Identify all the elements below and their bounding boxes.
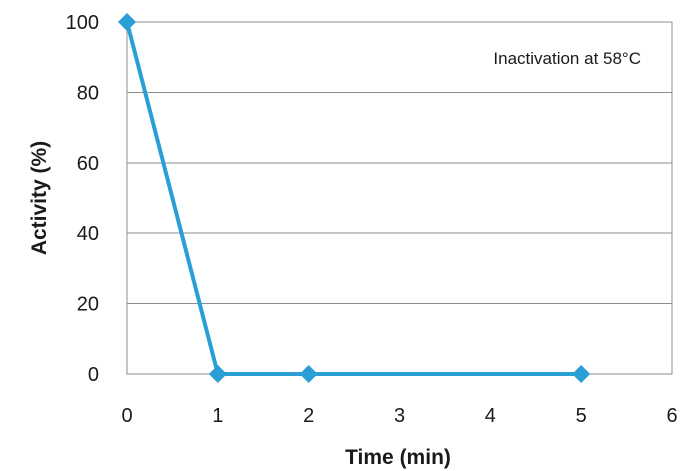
x-tick-label: 1: [212, 405, 223, 427]
y-tick-label: 100: [66, 12, 99, 34]
series-layer: [118, 13, 591, 383]
y-tick-label: 80: [77, 82, 99, 104]
x-tick-label: 4: [485, 405, 496, 427]
x-tick-label: 0: [121, 405, 132, 427]
x-tick-label: 5: [576, 405, 587, 427]
y-tick-label: 20: [77, 294, 99, 316]
y-tick-labels: 0 20 40 60 80 100: [66, 12, 99, 386]
chart-annotation: Inactivation at 58°C: [493, 49, 641, 68]
data-point: [208, 365, 227, 383]
y-axis-title: Activity (%): [28, 141, 51, 255]
y-tick-label: 40: [77, 223, 99, 245]
y-tick-label: 60: [77, 153, 99, 175]
series-line: [125, 21, 582, 376]
plot-frame: [126, 21, 673, 375]
data-point: [118, 13, 136, 31]
x-tick-label: 6: [666, 405, 677, 427]
data-point: [572, 365, 591, 383]
x-tick-labels: 0 1 2 3 4 5 6: [121, 405, 677, 427]
x-axis-title: Time (min): [345, 446, 451, 469]
y-tick-label: 0: [88, 364, 99, 386]
x-tick-label: 3: [394, 405, 405, 427]
data-point: [299, 365, 318, 383]
grid-layer: [127, 21, 672, 375]
x-tick-label: 2: [303, 405, 314, 427]
